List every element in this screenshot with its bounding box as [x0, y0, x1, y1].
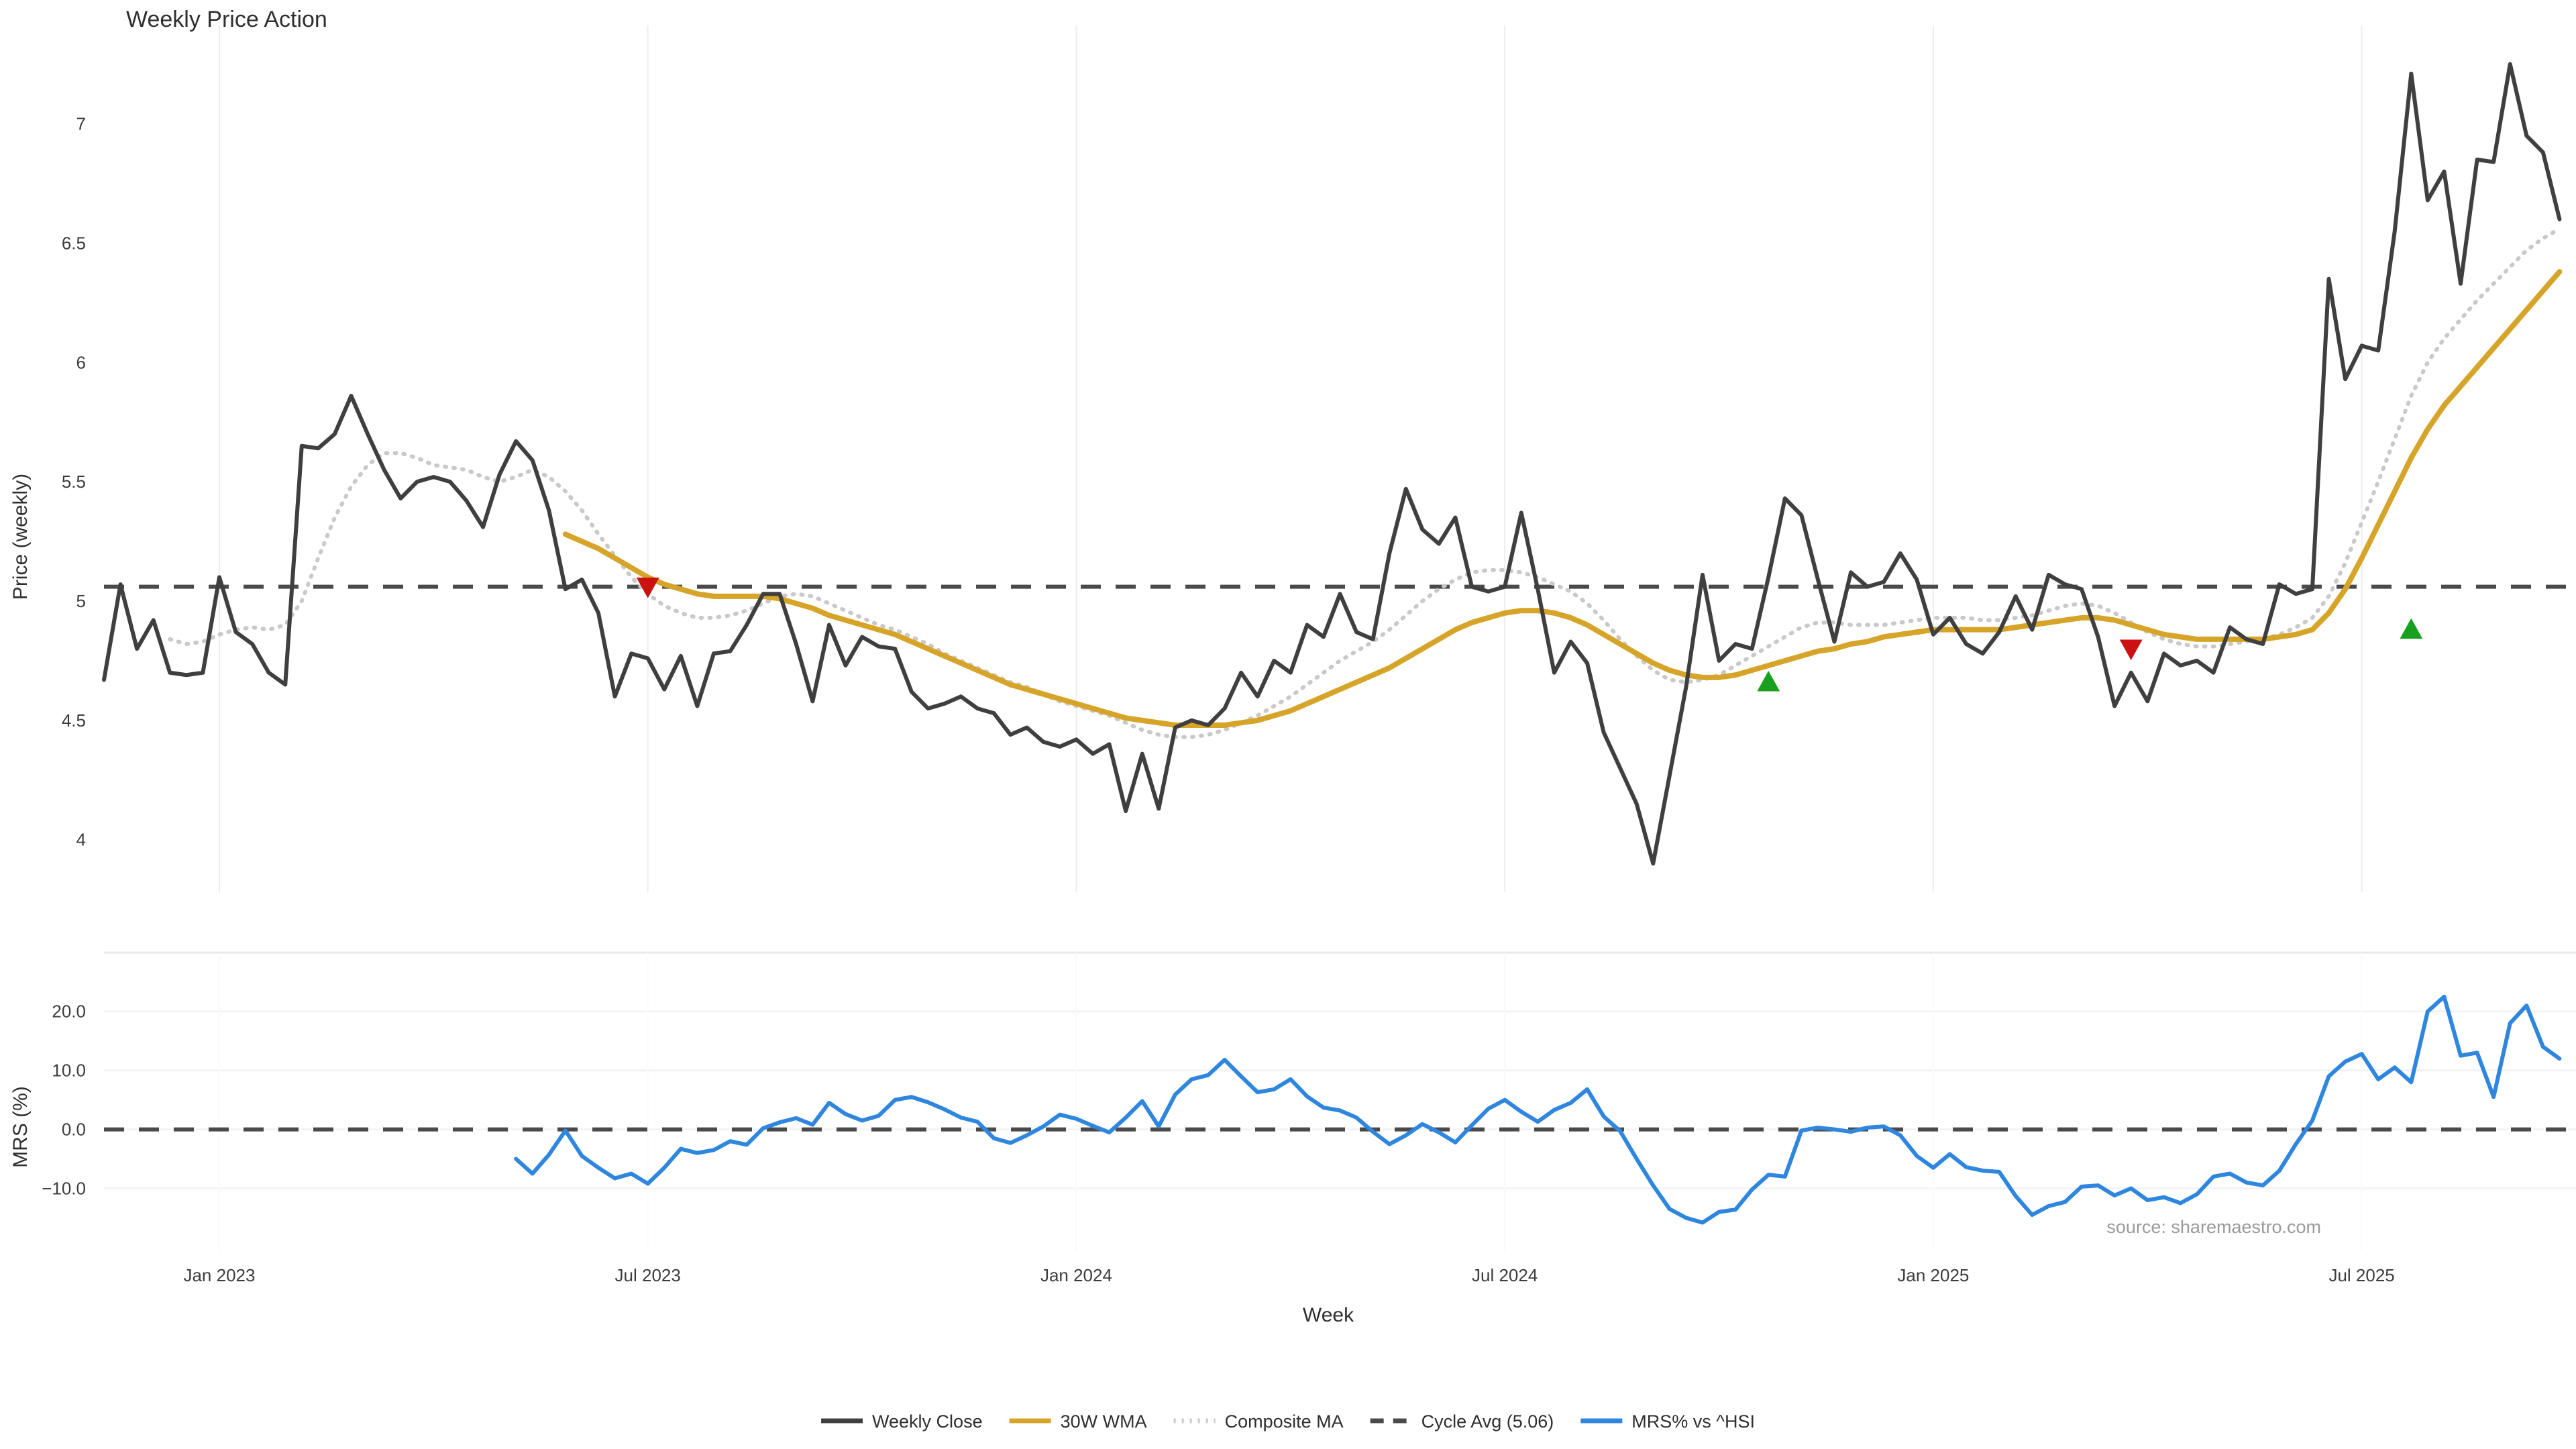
xtick-label-1: Jul 2023: [615, 1265, 681, 1285]
price-y-axis-ticks: 4 4.5 5 5.5 6 6.5 7: [62, 114, 86, 850]
x-axis-ticks: Jan 2023 Jul 2023 Jan 2024 Jul 2024 Jan 2025…: [183, 1265, 2394, 1285]
xtick-label-5: Jul 2025: [2328, 1265, 2394, 1285]
chart-legend: Weekly Close 30W WMA Composite MA Cycle Avg…: [821, 1411, 1755, 1432]
price-ytick-label-3: 5.5: [62, 472, 86, 492]
xtick-label-3: Jul 2024: [1472, 1265, 1538, 1285]
sell-marker-0: [636, 578, 659, 598]
legend-item-3[interactable]: Cycle Avg (5.06): [1370, 1411, 1554, 1432]
sell-marker-1: [2119, 639, 2143, 661]
price-ytick-label-6: 7: [76, 114, 86, 134]
price-ytick-label-4: 6: [76, 352, 86, 372]
mrs-ytick-label-0: −10.0: [42, 1178, 86, 1198]
mrs-line: [514, 994, 2562, 1225]
mrs-y-axis-title: MRS (%): [9, 1086, 32, 1168]
price-ytick-label-2: 5: [76, 591, 86, 611]
mrs-y-axis-ticks: −10.0 0.0 10.0 20.0: [42, 1002, 86, 1199]
legend-label-1: 30W WMA: [1061, 1411, 1147, 1432]
legend-label-3: Cycle Avg (5.06): [1421, 1411, 1554, 1432]
xtick-label-2: Jan 2024: [1040, 1265, 1112, 1285]
legend-label-4: MRS% vs ^HSI: [1631, 1411, 1755, 1432]
weekly-close-line: [102, 62, 2562, 866]
legend-label-0: Weekly Close: [872, 1411, 983, 1432]
mrs-ytick-label-3: 20.0: [52, 1002, 86, 1022]
source-attribution: source: sharemaestro.com: [2106, 1217, 2321, 1237]
x-axis-title: Week: [1303, 1304, 1354, 1326]
legend-label-2: Composite MA: [1225, 1411, 1344, 1432]
mrs-ytick-label-1: 0.0: [62, 1120, 86, 1140]
legend-item-0[interactable]: Weekly Close: [821, 1411, 983, 1432]
legend-item-1[interactable]: 30W WMA: [1009, 1411, 1147, 1432]
composite-ma-line: [168, 227, 2562, 739]
price-ytick-label-0: 4: [76, 830, 86, 850]
xtick-label-4: Jan 2025: [1897, 1265, 1969, 1285]
mrs-ytick-label-2: 10.0: [52, 1061, 86, 1081]
price-panel-gridlines: [218, 25, 2363, 892]
xtick-label-0: Jan 2023: [183, 1265, 255, 1285]
legend-item-4[interactable]: MRS% vs ^HSI: [1580, 1411, 1755, 1432]
buy-marker-1: [2400, 618, 2423, 639]
page-title: Weekly Price Action: [126, 7, 327, 32]
price-ytick-label-5: 6.5: [62, 233, 86, 253]
legend-item-2[interactable]: Composite MA: [1173, 1411, 1344, 1432]
buy-marker-0: [1757, 670, 1780, 692]
signal-markers: [636, 578, 2423, 692]
price-ytick-label-1: 4.5: [62, 710, 86, 731]
price-y-axis-title: Price (weekly): [9, 474, 32, 600]
